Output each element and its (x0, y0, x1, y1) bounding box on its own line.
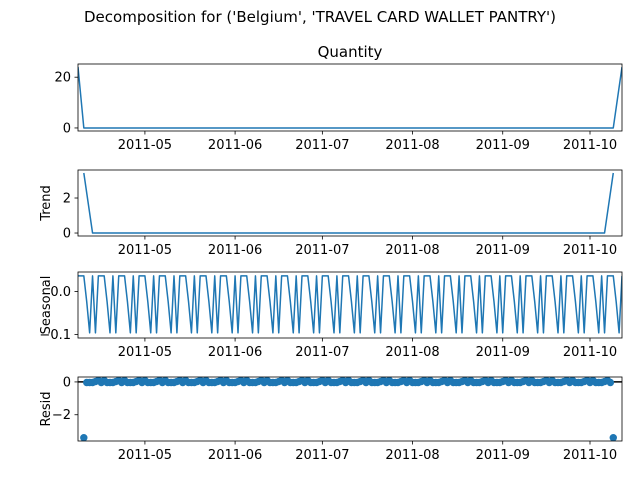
seasonal-series (78, 275, 622, 334)
resid-y-tick-label: 0 (63, 375, 71, 390)
seasonal-ylabel: Seasonal (39, 276, 54, 335)
observed-y-tick-label: 0 (63, 121, 71, 136)
resid-x-tick-label: 2011-07 (295, 448, 349, 463)
resid-x-tick-label: 2011-08 (385, 448, 439, 463)
seasonal-x-tick-label: 2011-10 (563, 345, 617, 360)
seasonal-y-tick-label: −0.1 (39, 328, 71, 343)
observed-x-tick-label: 2011-05 (118, 138, 172, 153)
trend-ylabel: Trend (39, 185, 54, 222)
panel-trend: 2011-05 2011-06 2011-07 2011-08 2011-09 2011-… (39, 169, 623, 258)
resid-x-tick-label: 2011-06 (208, 448, 262, 463)
seasonal-y-tick-label: 0.0 (50, 285, 71, 300)
resid-x-tick-label: 2011-10 (563, 448, 617, 463)
panels: 2011-05 2011-06 2011-07 2011-08 2011-09 2011-… (39, 43, 623, 463)
observed-plot-area (78, 64, 622, 131)
resid-x-tick-label: 2011-09 (476, 448, 530, 463)
resid-outlier-point (609, 434, 617, 441)
observed-x-tick-label: 2011-10 (563, 138, 617, 153)
seasonal-x-tick-label: 2011-08 (385, 345, 439, 360)
resid-point (606, 378, 615, 387)
seasonal-x-tick-label: 2011-09 (476, 345, 530, 360)
trend-line (83, 172, 615, 234)
resid-y-tick-label: −2 (52, 408, 71, 423)
seasonal-line (78, 275, 622, 334)
seasonal-frame (77, 271, 623, 339)
resid-frame (77, 376, 623, 442)
trend-x-tick-label: 2011-09 (476, 243, 530, 258)
observed-title: Quantity (318, 43, 383, 61)
trend-frame (77, 169, 623, 237)
trend-x-tick-label: 2011-06 (208, 243, 262, 258)
trend-x-tick-label: 2011-07 (295, 243, 349, 258)
observed-series (78, 66, 622, 129)
trend-plot-area (78, 170, 622, 236)
panel-seasonal: 2011-05 2011-06 2011-07 2011-08 2011-09 2011-… (39, 271, 623, 360)
resid-x-tick-label: 2011-05 (118, 448, 172, 463)
observed-x-tick-label: 2011-08 (385, 138, 439, 153)
panel-resid: 2011-05 2011-06 2011-07 2011-08 2011-09 2011-… (39, 375, 623, 463)
seasonal-x-tick-label: 2011-06 (208, 345, 262, 360)
trend-y-tick-label: 2 (63, 192, 71, 207)
seasonal-x-tick-label: 2011-07 (295, 345, 349, 360)
trend-x-tick-label: 2011-10 (563, 243, 617, 258)
seasonal-x-tick-label: 2011-05 (118, 345, 172, 360)
observed-frame (77, 63, 623, 132)
resid-plot-area (78, 377, 622, 441)
trend-x-tick-label: 2011-08 (385, 243, 439, 258)
observed-line (78, 66, 622, 129)
observed-x-tick-label: 2011-07 (295, 138, 349, 153)
trend-series (83, 172, 615, 234)
panel-observed: 2011-05 2011-06 2011-07 2011-08 2011-09 2011-… (54, 43, 623, 153)
observed-x-tick-label: 2011-09 (476, 138, 530, 153)
figure-suptitle: Decomposition for ('Belgium', 'TRAVEL CA… (84, 8, 556, 26)
resid-series (78, 377, 622, 441)
trend-y-tick-label: 0 (63, 227, 71, 242)
observed-y-tick-label: 20 (54, 71, 71, 86)
observed-x-tick-label: 2011-06 (208, 138, 262, 153)
trend-x-tick-label: 2011-05 (118, 243, 172, 258)
resid-ylabel: Resid (39, 391, 54, 426)
resid-outlier-point (80, 434, 88, 441)
